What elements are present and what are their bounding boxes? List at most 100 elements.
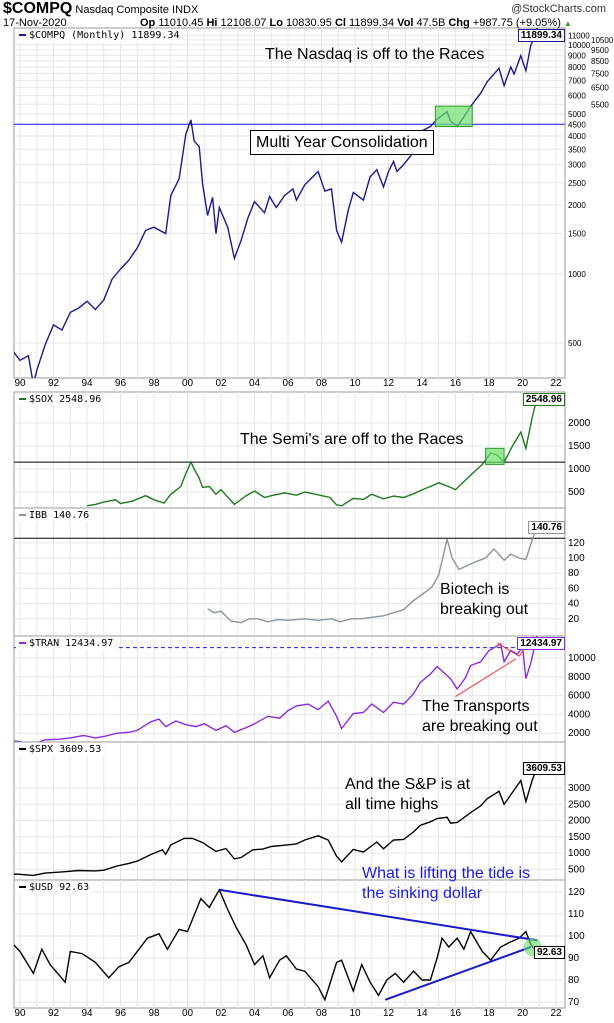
y-tick-label: 3000 bbox=[568, 161, 586, 170]
x-tick-label: 20 bbox=[517, 1008, 529, 1019]
semis-highlight-box bbox=[485, 447, 505, 465]
x-tick-label: 22 bbox=[550, 1008, 562, 1019]
annotation-consolidation: Multi Year Consolidation bbox=[250, 130, 434, 155]
y-tick-label: 120 bbox=[568, 538, 585, 549]
vol-value: 47.5B bbox=[416, 17, 446, 29]
transports-support-trendline bbox=[455, 658, 517, 697]
y-tick-label: 70 bbox=[568, 997, 580, 1008]
y-tick-label: 90 bbox=[568, 953, 580, 964]
annotation-dollar-line2: the sinking dollar bbox=[362, 885, 483, 902]
y-tick-label: 1500 bbox=[568, 441, 591, 452]
dollar-uptrend-line bbox=[384, 946, 532, 1001]
y-tick-label: 6000 bbox=[568, 92, 586, 101]
y-tick-label: 10000 bbox=[568, 41, 591, 50]
last-value-tag-spx: 3609.53 bbox=[522, 762, 565, 776]
x-tick-label: 06 bbox=[282, 1008, 294, 1019]
x-tick-label: 08 bbox=[316, 1008, 328, 1019]
y-tick-label: 100 bbox=[568, 553, 585, 564]
y-tick-label: 20 bbox=[568, 614, 580, 625]
annotation-spx-line2: all time highs bbox=[345, 796, 439, 813]
series-line-usd bbox=[14, 888, 538, 1002]
last-value-tag-ibb: 140.76 bbox=[528, 521, 565, 535]
x-tick-label: 02 bbox=[215, 378, 227, 389]
y-tick-label: 9500 bbox=[591, 46, 609, 55]
y-tick-label: 2000 bbox=[568, 816, 591, 827]
y-tick-label: 100 bbox=[568, 931, 585, 942]
annotation-transports-line1: The Transports bbox=[422, 698, 530, 715]
last-value-tag-usd: 92.63 bbox=[533, 946, 565, 960]
x-tick-label: 04 bbox=[249, 378, 261, 389]
y-tick-label: 40 bbox=[568, 599, 580, 610]
x-tick-label: 92 bbox=[48, 1008, 60, 1019]
index-name: Nasdaq Composite INDX bbox=[75, 4, 199, 16]
y-tick-label: 2000 bbox=[568, 418, 591, 429]
panel-label-text: $USD 92.63 bbox=[29, 882, 90, 893]
legend-line-icon bbox=[19, 34, 26, 36]
panel-label-usd: $USD 92.63 bbox=[16, 882, 93, 894]
triangle-up-icon: ▲ bbox=[563, 19, 572, 28]
last-value-tag-sox: 2548.96 bbox=[522, 393, 565, 406]
panel-label-text: IBB 140.76 bbox=[29, 510, 90, 521]
x-tick-label: 20 bbox=[517, 378, 529, 389]
y-tick-label: 500 bbox=[568, 487, 585, 498]
panel-ibb bbox=[13, 507, 566, 637]
x-tick-label: 18 bbox=[483, 1008, 495, 1019]
y-tick-label: 2500 bbox=[568, 799, 591, 810]
y-tick-label: 5000 bbox=[568, 110, 586, 119]
panel-label-spx: $SPX 3609.53 bbox=[16, 744, 105, 756]
y-tick-label: 60 bbox=[568, 583, 580, 594]
y-tick-label: 110 bbox=[568, 909, 584, 920]
y-tick-label: 6500 bbox=[591, 84, 609, 93]
y-tick-label: 4500 bbox=[568, 120, 586, 129]
legend-line-icon bbox=[19, 886, 26, 888]
y-tick-label: 2000 bbox=[568, 201, 586, 210]
series-line-tran bbox=[14, 636, 538, 742]
x-tick-label: 18 bbox=[483, 378, 495, 389]
chg-label: Chg bbox=[448, 17, 470, 29]
y-tick-label: 80 bbox=[568, 568, 580, 579]
x-tick-label: 98 bbox=[148, 1008, 160, 1019]
annotation-spx-line1: And the S&P is at bbox=[345, 776, 471, 793]
y-tick-label: 8000 bbox=[568, 63, 586, 72]
x-tick-label: 10 bbox=[349, 378, 361, 389]
x-tick-label: 04 bbox=[249, 1008, 261, 1019]
y-tick-label: 4000 bbox=[568, 709, 591, 720]
date: 17-Nov-2020 bbox=[3, 17, 67, 29]
y-tick-label: 4000 bbox=[568, 132, 586, 141]
x-tick-label: 22 bbox=[550, 378, 562, 389]
op-label: Op bbox=[140, 17, 156, 29]
lo-label: Lo bbox=[269, 17, 283, 29]
panel-usd bbox=[13, 879, 566, 1009]
consolidation-highlight-box bbox=[434, 105, 473, 128]
quote-summary: Op 11010.45 Hi 12108.07 Lo 10830.95 Cl 1… bbox=[140, 17, 572, 30]
x-tick-label: 10 bbox=[349, 1008, 361, 1019]
x-tick-label: 96 bbox=[115, 1008, 127, 1019]
x-tick-label: 96 bbox=[115, 378, 127, 389]
hi-label: Hi bbox=[206, 17, 218, 29]
copyright: @StockCharts.com bbox=[511, 3, 606, 15]
y-tick-label: 1000 bbox=[568, 464, 591, 475]
x-tick-label: 14 bbox=[416, 378, 428, 389]
y-tick-label: 3000 bbox=[568, 783, 591, 794]
y-tick-label: 3500 bbox=[568, 145, 586, 154]
panel-label-compq: $COMPQ (Monthly) 11899.34 bbox=[16, 30, 183, 42]
y-tick-label: 11000 bbox=[568, 31, 590, 40]
x-tick-label: 16 bbox=[450, 1008, 462, 1019]
annotation-biotech-line2: breaking out bbox=[440, 601, 529, 618]
cl-label: Cl bbox=[334, 17, 346, 29]
annotation-nasdaq: The Nasdaq is off to the Races bbox=[265, 46, 485, 63]
y-tick-label: 8000 bbox=[568, 672, 591, 683]
y-tick-label: 500 bbox=[568, 864, 585, 875]
y-tick-label: 10000 bbox=[568, 653, 596, 664]
legend-line-icon bbox=[19, 748, 26, 750]
x-tick-label: 00 bbox=[182, 1008, 194, 1019]
legend-line-icon bbox=[19, 642, 26, 644]
y-tick-label: 1500 bbox=[568, 230, 586, 239]
y-tick-label: 1000 bbox=[568, 270, 586, 279]
x-tick-label: 90 bbox=[14, 1008, 26, 1019]
y-tick-label: 1500 bbox=[568, 832, 591, 843]
y-tick-label: 9000 bbox=[568, 51, 586, 60]
hi-value: 12108.07 bbox=[220, 17, 267, 29]
x-tick-label: 02 bbox=[215, 1008, 227, 1019]
panel-label-ibb: IBB 140.76 bbox=[16, 510, 93, 522]
